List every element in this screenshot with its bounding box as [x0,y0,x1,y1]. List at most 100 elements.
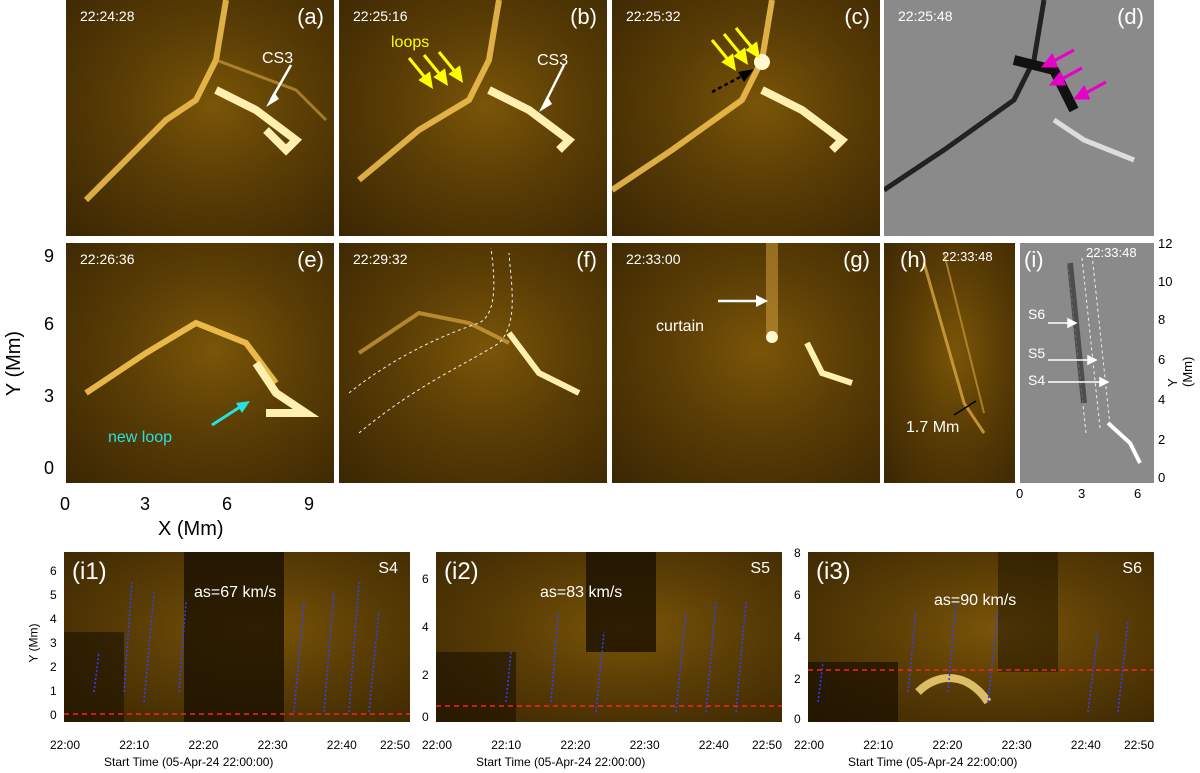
panel-a-label: (a) [297,4,324,29]
td-i3-xtick: 22:30 [1001,738,1032,752]
panel-h-time: 22:33:48 [942,249,993,264]
td-i3-image [808,552,1154,722]
td-i3-ytick-8: 8 [794,546,801,560]
panel-e: 22:26:36 (e) new loop [66,243,334,483]
td-i1-slit: S4 [378,560,398,577]
td-i3-label: (i3) [816,558,851,585]
width-label: 1.7 Mm [906,419,960,436]
td-i1-xtick: 22:00 [50,738,81,752]
td-i2-speed: as=83 km/s [540,584,623,601]
panel-a-image [83,0,328,203]
td-i1-ytick-4: 4 [50,612,57,626]
i-ytick-8: 8 [1158,312,1166,327]
main-xtick-9: 9 [304,494,315,514]
td-i1-ytick-0: 0 [50,708,57,722]
panel-i: 22:33:48 (i) S6 S5 S4 [1020,243,1154,483]
td-i1-ytick-2: 2 [50,660,57,674]
panel-g-image [718,243,853,386]
main-y-axis-label: Y (Mm) [3,330,26,397]
td-i1-ylabel: Y (Mm) [26,623,41,663]
td-i1-ytick-5: 5 [50,588,57,602]
panel-b: 22:25:16 (b) loops CS3 [339,0,607,236]
td-i3-speed: as=90 km/s [934,592,1017,609]
panel-d-image [884,0,1135,193]
td-i1-xtick: 22:40 [326,738,357,752]
td-panel-i3: (i3) S6 as=90 km/s [808,552,1154,722]
td-i3-slit: S6 [1122,560,1142,577]
td-i1-label: (i1) [72,558,107,585]
td-i2-label: (i2) [444,558,479,585]
slit-s6-label: S6 [1028,306,1046,322]
panel-c-time: 22:25:32 [626,8,681,24]
panel-d-label: (d) [1117,4,1144,29]
panel-i-time: 22:33:48 [1086,245,1137,260]
panel-c-label: (c) [844,4,870,29]
panel-h-image [922,252,986,434]
td-i3-xtick: 22:50 [1124,738,1155,752]
slit-s5-label: S5 [1028,345,1046,361]
td-i1-ytick-6: 6 [50,564,57,578]
panel-f-label: (f) [576,247,597,272]
td-i1-xtick: 22:30 [257,738,288,752]
i-ytick-12: 12 [1158,236,1173,251]
cs3-label-a: CS3 [262,50,294,67]
td-i1-ytick-3: 3 [50,636,57,650]
td-i1-speed: as=67 km/s [194,584,277,601]
loops-label: loops [391,34,430,51]
td-i2-ytick-6: 6 [422,572,429,586]
panel-d: 22:25:48 (d) [884,0,1154,236]
td-i2-xtick: 22:30 [629,738,660,752]
td-i1-xtick: 22:20 [188,738,219,752]
td-i3-ytick-4: 4 [794,630,801,644]
i-ytick-4: 4 [1158,392,1166,407]
panel-a-time: 22:24:28 [80,8,135,24]
td-i3-ytick-0: 0 [794,712,801,726]
main-ytick-6: 6 [44,314,55,334]
td-i2-xtick: 22:00 [422,738,453,752]
panel-g: 22:33:00 (g) curtain [612,243,880,483]
panel-g-time: 22:33:00 [626,251,681,267]
panel-c: 22:25:32 (c) [612,0,880,236]
td-i3-ytick-2: 2 [794,672,801,686]
td-i2-start-time-label: Start Time (05-Apr-24 22:00:00) [476,755,646,769]
td-i2-xtick: 22:10 [491,738,522,752]
td-i3-xtick: 22:00 [794,738,825,752]
main-ytick-9: 9 [44,246,55,266]
td-i2-slit: S5 [750,560,770,577]
main-x-axis-label: X (Mm) [158,518,224,540]
new-loop-label: new loop [108,429,173,446]
i-ytick-10: 10 [1158,274,1173,289]
td-panel-i1: (i1) S4 as=67 km/s [64,552,410,722]
panel-b-time: 22:25:16 [353,8,408,24]
td-i1-xtick: 22:50 [380,738,411,752]
i-ytick-0: 0 [1158,470,1166,485]
panel-b-label: (b) [570,4,597,29]
main-xtick-3: 3 [140,494,151,514]
i-y-axis-label: Y (Mm) [1165,356,1195,387]
cs3-label-b: CS3 [537,52,569,69]
td-i2-ytick-2: 2 [422,668,429,682]
td-i3-start-time-label: Start Time (05-Apr-24 22:00:00) [848,755,1018,769]
td-i2-xtick: 22:40 [698,738,729,752]
main-xtick-0: 0 [60,494,71,514]
main-xtick-6: 6 [222,494,233,514]
td-i1-start-time-label: Start Time (05-Apr-24 22:00:00) [104,755,274,769]
panel-e-image [84,319,320,427]
panel-c-image [612,0,849,193]
td-i2-xtick: 22:50 [752,738,783,752]
i-ytick-6: 6 [1158,352,1166,367]
panel-h: 22:33:48 (h) 1.7 Mm [884,243,1015,483]
panel-b-image [357,0,576,183]
main-ytick-3: 3 [44,386,55,406]
curtain-label: curtain [656,318,705,335]
panel-f-image [348,247,581,434]
panel-f-time: 22:29:32 [353,251,408,267]
main-ytick-0: 0 [44,458,55,478]
panel-e-label: (e) [297,247,324,272]
slit-s4-label: S4 [1028,372,1046,388]
i-xtick-3: 3 [1078,486,1086,501]
td-i1-ytick-1: 1 [50,684,57,698]
i-xtick-6: 6 [1134,486,1142,501]
td-i3-xtick: 22:40 [1070,738,1101,752]
panel-i-image [1048,254,1142,464]
